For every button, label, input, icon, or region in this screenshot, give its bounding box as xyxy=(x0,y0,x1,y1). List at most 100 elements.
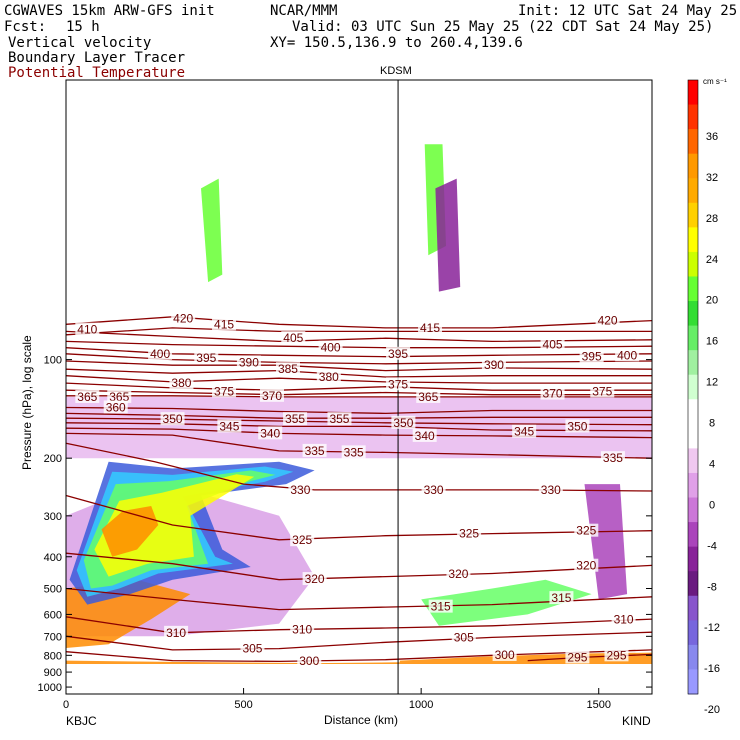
theta-label-bg xyxy=(386,346,411,360)
theta-label: 420 xyxy=(598,314,618,328)
y-tick-label: 600 xyxy=(44,609,62,621)
colorbar: 36 32 28 24 20 16 12 8 4 0 -4 -8 -12 -16 -20 xyxy=(687,79,720,716)
theta-label-bg xyxy=(611,612,636,626)
velocity-shade-region xyxy=(421,579,592,626)
theta-label: 345 xyxy=(514,425,534,439)
theta-label: 320 xyxy=(448,567,468,581)
theta-label: 310 xyxy=(614,612,634,626)
y-tick-label: 1000 xyxy=(38,682,62,694)
theta-label-bg xyxy=(281,331,306,345)
theta-contour-line xyxy=(65,616,653,634)
y-tick-label: 900 xyxy=(44,667,62,679)
y-tick-label: 400 xyxy=(44,552,62,564)
field-vertical-velocity: Vertical velocity xyxy=(8,35,152,51)
x-axis-label: Distance (km) xyxy=(324,713,399,727)
theta-contour-line xyxy=(65,316,653,329)
theta-label-bg xyxy=(318,340,343,354)
theta-label: 375 xyxy=(214,384,234,398)
start-station-label: KBJC xyxy=(66,714,97,728)
colorbar-label: -20 xyxy=(704,704,720,716)
theta-label: 335 xyxy=(344,445,364,459)
theta-labels: 410 420 415 400 395 390 405 400 415 405 420 395 390 3… xyxy=(75,311,640,668)
theta-contour-line xyxy=(65,649,653,663)
theta-label: 315 xyxy=(431,600,451,614)
colorbar-segment xyxy=(688,104,698,130)
colorbar-segment xyxy=(688,153,698,179)
theta-label-bg xyxy=(540,386,565,400)
theta-contour-line xyxy=(65,587,653,611)
theta-label-bg xyxy=(451,630,476,644)
center-label: NCAR/MMM xyxy=(270,3,338,19)
theta-contour-line xyxy=(65,382,652,391)
theta-label: 405 xyxy=(543,338,563,352)
theta-label: 390 xyxy=(484,358,504,372)
theta-label: 370 xyxy=(262,389,282,403)
theta-label-bg xyxy=(275,362,300,376)
colorbar-label: 24 xyxy=(706,254,718,266)
theta-label-bg xyxy=(75,389,100,403)
velocity-shade-region xyxy=(201,178,223,283)
theta-label-bg xyxy=(290,533,315,547)
colorbar-segment xyxy=(688,546,698,572)
colorbar-label: -8 xyxy=(707,581,717,593)
colorbar-segment xyxy=(688,178,698,204)
theta-label: 380 xyxy=(171,376,191,390)
colorbar-units: cm s⁻¹ xyxy=(703,77,727,86)
y-axis-ticks: 100 200 300 400 500 600 700 800 900 1000 xyxy=(38,355,652,694)
theta-label: 345 xyxy=(219,419,239,433)
velocity-shade-region xyxy=(66,396,652,459)
theta-label-bg xyxy=(565,650,590,664)
theta-label-bg xyxy=(171,311,196,325)
theta-label-bg xyxy=(446,567,471,581)
colorbar-label: -16 xyxy=(704,663,720,675)
theta-label: 340 xyxy=(415,429,435,443)
theta-label-bg xyxy=(290,622,315,636)
theta-label-bg xyxy=(164,625,189,639)
theta-label: 350 xyxy=(393,416,413,430)
theta-label: 350 xyxy=(567,419,587,433)
colorbar-segment xyxy=(688,571,698,597)
theta-label: 295 xyxy=(606,648,626,662)
theta-contour-line xyxy=(65,552,653,581)
forecast-hour: 15 h xyxy=(66,19,100,35)
theta-label: 310 xyxy=(292,622,312,636)
theta-contour-line xyxy=(65,360,653,372)
theta-label: 340 xyxy=(260,426,280,440)
theta-label-bg xyxy=(259,388,284,402)
x-axis-ticks: 0 500 1000 1500 xyxy=(63,688,611,711)
theta-label-bg xyxy=(540,337,565,351)
theta-label-bg xyxy=(316,369,341,383)
theta-label-bg xyxy=(194,351,219,365)
theta-contour-line xyxy=(65,375,652,384)
theta-label-bg xyxy=(107,389,132,403)
theta-label: 320 xyxy=(576,559,596,573)
x-tick-label: 1000 xyxy=(409,699,433,711)
theta-label: 400 xyxy=(150,347,170,361)
theta-label: 355 xyxy=(285,412,305,426)
theta-label: 395 xyxy=(196,351,216,365)
theta-label: 420 xyxy=(173,312,193,326)
theta-label: 350 xyxy=(163,412,183,426)
theta-label: 370 xyxy=(543,387,563,401)
colorbar-label: 8 xyxy=(709,418,715,430)
theta-label-bg xyxy=(302,443,327,457)
colorbar-segment xyxy=(688,202,698,228)
colorbar-segment xyxy=(688,129,698,155)
theta-label: 300 xyxy=(299,654,319,668)
theta-label: 305 xyxy=(242,642,262,656)
theta-label-bg xyxy=(418,320,443,334)
colorbar-label: 12 xyxy=(706,377,718,389)
colorbar-segment xyxy=(688,472,698,499)
theta-label: 375 xyxy=(592,384,612,398)
y-tick-label: 700 xyxy=(44,631,62,643)
theta-label: 335 xyxy=(305,444,325,458)
theta-label-bg xyxy=(604,648,629,662)
theta-label: 335 xyxy=(603,451,623,465)
colorbar-segment xyxy=(688,399,698,425)
colorbar-segment xyxy=(688,350,698,376)
y-tick-label: 300 xyxy=(44,511,62,523)
theta-label-bg xyxy=(302,572,327,586)
x-tick-label: 500 xyxy=(234,699,252,711)
theta-label: 325 xyxy=(576,524,596,538)
theta-label-bg xyxy=(492,647,517,661)
